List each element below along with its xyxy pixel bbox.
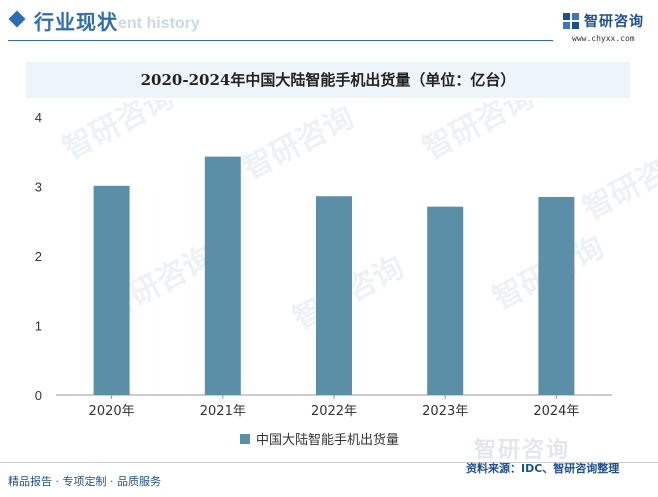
watermark-text: 智研咨询 xyxy=(577,140,658,227)
chart-title: 2020-2024年中国大陆智能手机出货量（单位：亿台） xyxy=(140,71,516,89)
watermark-logo: 智研咨询 xyxy=(474,438,571,463)
footer-tagline: 精品报告 · 专项定制 · 品质服务 xyxy=(8,475,161,488)
x-tick-label: 2023年 xyxy=(422,404,468,419)
section-title: 行业现状 xyxy=(34,10,118,34)
bar xyxy=(427,206,464,395)
bar xyxy=(204,156,241,395)
logo-url: www.chyxx.com xyxy=(572,34,635,43)
y-tick-label: 1 xyxy=(35,319,42,334)
x-tick-label: 2022年 xyxy=(311,404,357,419)
x-tick-label: 2021年 xyxy=(200,404,246,419)
watermark-text: 智研咨询 xyxy=(417,100,539,167)
logo-icon xyxy=(563,13,579,29)
y-tick-label: 2 xyxy=(35,249,42,264)
header: 行业现状 ent history 智研咨询 www.chyxx.com xyxy=(0,0,658,46)
chart-title-band xyxy=(26,62,630,98)
watermark-text: 智研咨询 xyxy=(237,100,359,187)
y-tick-label: 3 xyxy=(35,180,42,195)
bar xyxy=(538,196,575,395)
diamond-icon xyxy=(8,10,26,28)
ghost-subtitle: ent history xyxy=(118,15,200,32)
header-divider xyxy=(8,40,553,41)
y-tick-label: 4 xyxy=(35,110,42,125)
legend-label: 中国大陆智能手机出货量 xyxy=(256,432,399,448)
x-tick-label: 2024年 xyxy=(533,404,579,419)
watermark-text: 智研咨询 xyxy=(57,100,179,167)
legend-swatch xyxy=(240,434,250,444)
brand-logo: 智研咨询 xyxy=(562,11,644,31)
bar xyxy=(93,185,130,395)
y-tick-label: 0 xyxy=(35,388,42,403)
bar xyxy=(316,196,352,395)
footer-divider xyxy=(0,462,658,463)
footer-source: 资料来源：IDC、智研咨询整理 xyxy=(466,462,620,475)
bar-chart: 智研咨询智研咨询智研咨询智研咨询智研咨询智研咨询智研咨询012342020年20… xyxy=(35,100,658,448)
logo-name: 智研咨询 xyxy=(584,14,644,30)
x-tick-label: 2020年 xyxy=(89,404,135,419)
